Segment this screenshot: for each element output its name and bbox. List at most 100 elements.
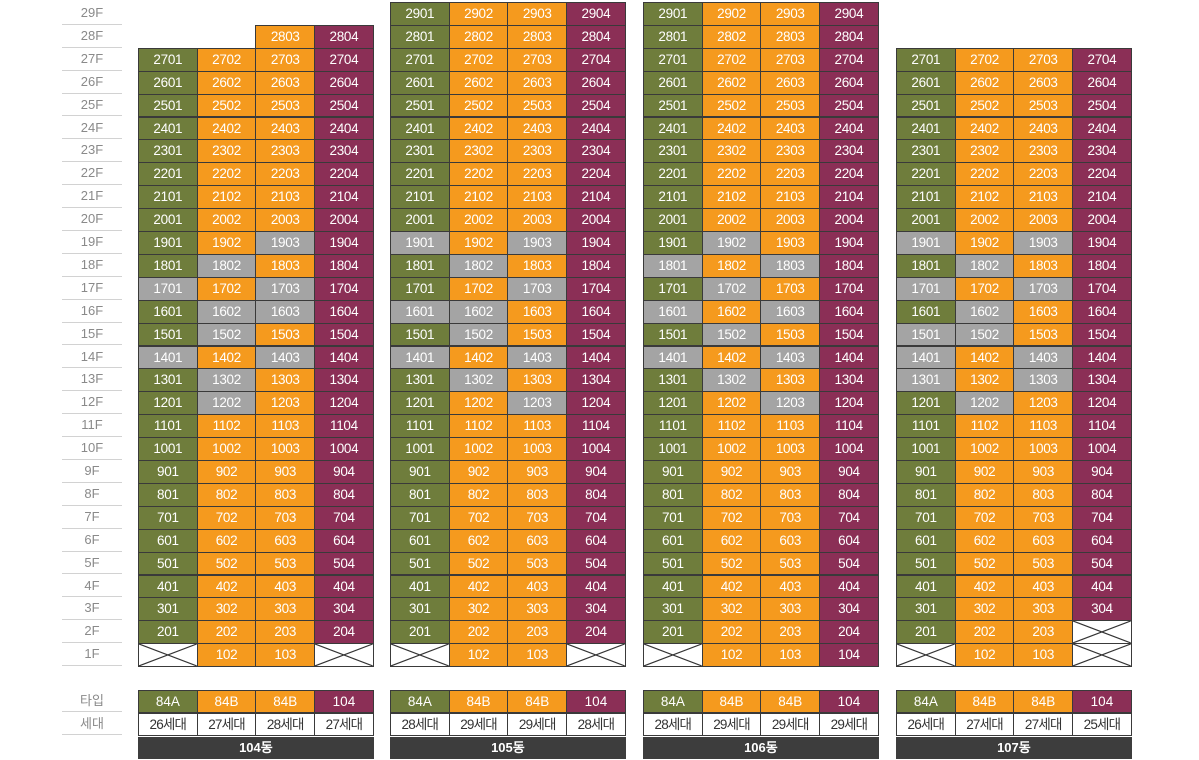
unit-cell-107-303: 303 — [1013, 597, 1074, 622]
unit-cell-107-2202: 2202 — [954, 162, 1015, 187]
unit-cell-104-1602: 1602 — [196, 299, 257, 324]
unit-cell-106-302: 302 — [701, 597, 762, 622]
unit-cell-104-2404: 2404 — [314, 116, 374, 141]
unit-cell-107-1001: 1001 — [896, 437, 956, 461]
unit-cell-105-302: 302 — [448, 597, 509, 622]
unit-cell-107-203: 203 — [1013, 620, 1074, 645]
unit-cell-107-2402: 2402 — [954, 116, 1015, 141]
unit-cell-105-1204: 1204 — [566, 391, 626, 416]
unit-cell-106-602: 602 — [701, 528, 762, 553]
unit-cell-107-903: 903 — [1013, 460, 1074, 484]
unit-cell-106-2203: 2203 — [760, 162, 821, 187]
unit-cell-105-2803: 2803 — [507, 24, 568, 49]
unit-cell-107-1404: 1404 — [1072, 345, 1132, 370]
unit-cell-104-201: 201 — [138, 620, 198, 645]
building-name-label: 104동 — [138, 737, 374, 759]
unit-cell-105-501: 501 — [390, 551, 450, 576]
unit-cell-107-1101: 1101 — [896, 414, 956, 439]
building-name-label: 107동 — [896, 737, 1132, 759]
unit-cell-104-2501: 2501 — [138, 93, 198, 118]
unit-cell-106-1704: 1704 — [819, 276, 879, 301]
unit-cell-104-1403: 1403 — [255, 345, 316, 370]
unit-cell-104-2203: 2203 — [255, 162, 316, 187]
unit-cell-106-203: 203 — [760, 620, 821, 645]
unit-cell-104-2103: 2103 — [255, 185, 316, 210]
floor-label-5f: 5F — [62, 552, 122, 575]
unit-cell-106-2903: 2903 — [760, 2, 821, 26]
unit-cell-104-203: 203 — [255, 620, 316, 645]
unit-cell-105-2901: 2901 — [390, 2, 450, 26]
unit-cell-104-1804: 1804 — [314, 253, 374, 278]
unit-cell-104-2201: 2201 — [138, 162, 198, 187]
unit-cell-105-1603: 1603 — [507, 299, 568, 324]
unit-cell-107-2302: 2302 — [954, 139, 1015, 164]
unit-cell-104-2401: 2401 — [138, 116, 198, 141]
unit-cell-106-1002: 1002 — [701, 437, 762, 461]
unit-cell-106-1204: 1204 — [819, 391, 879, 416]
empty-unit-cross — [390, 643, 450, 668]
type-cell: 84B — [1013, 690, 1074, 713]
unit-cell-107-2103: 2103 — [1013, 185, 1074, 210]
type-cell: 84B — [448, 690, 509, 713]
unit-cell-105-1103: 1103 — [507, 414, 568, 439]
unit-cell-105-1001: 1001 — [390, 437, 450, 461]
unit-cell-105-2301: 2301 — [390, 139, 450, 164]
unit-cell-106-2502: 2502 — [701, 93, 762, 118]
unit-cell-105-204: 204 — [566, 620, 626, 645]
unit-cell-106-2002: 2002 — [701, 208, 762, 232]
floor-label-13f: 13F — [62, 368, 122, 392]
unit-cell-107-1503: 1503 — [1013, 322, 1074, 347]
unit-cell-105-2104: 2104 — [566, 185, 626, 210]
unit-cell-104-1203: 1203 — [255, 391, 316, 416]
unit-cell-104-404: 404 — [314, 574, 374, 599]
type-cell: 84B — [507, 690, 568, 713]
unit-cell-104-2701: 2701 — [138, 47, 198, 72]
unit-cell-106-502: 502 — [701, 551, 762, 576]
unit-cell-104-1904: 1904 — [314, 231, 374, 255]
unit-cell-105-2903: 2903 — [507, 2, 568, 26]
unit-cell-106-304: 304 — [819, 597, 879, 622]
unit-cell-106-1602: 1602 — [701, 299, 762, 324]
unit-cell-106-501: 501 — [643, 551, 703, 576]
unit-cell-104-2002: 2002 — [196, 208, 257, 232]
unit-cell-107-804: 804 — [1072, 482, 1132, 507]
unit-cell-106-2103: 2103 — [760, 185, 821, 210]
unit-cell-104-402: 402 — [196, 574, 257, 599]
household-count-cell: 29세대 — [701, 713, 762, 736]
unit-cell-104-801: 801 — [138, 482, 198, 507]
unit-cell-105-1703: 1703 — [507, 276, 568, 301]
unit-cell-107-403: 403 — [1013, 574, 1074, 599]
unit-cell-106-1003: 1003 — [760, 437, 821, 461]
unit-cell-104-2301: 2301 — [138, 139, 198, 164]
unit-cell-106-1403: 1403 — [760, 345, 821, 370]
unit-cell-107-1302: 1302 — [954, 368, 1015, 393]
unit-cell-106-2001: 2001 — [643, 208, 703, 232]
unit-cell-105-2802: 2802 — [448, 24, 509, 49]
unit-cell-105-1203: 1203 — [507, 391, 568, 416]
unit-cell-105-1302: 1302 — [448, 368, 509, 393]
unit-cell-104-1201: 1201 — [138, 391, 198, 416]
unit-cell-105-2402: 2402 — [448, 116, 509, 141]
type-row-label: 타입 — [62, 690, 122, 712]
unit-cell-106-703: 703 — [760, 505, 821, 530]
unit-cell-105-2703: 2703 — [507, 47, 568, 72]
building-name-label: 106동 — [643, 737, 879, 759]
count-row-label: 세대 — [62, 713, 122, 735]
unit-cell-106-1803: 1803 — [760, 253, 821, 278]
unit-cell-106-303: 303 — [760, 597, 821, 622]
unit-cell-107-1601: 1601 — [896, 299, 956, 324]
unit-cell-104-1503: 1503 — [255, 322, 316, 347]
household-count-cell: 29세대 — [507, 713, 568, 736]
type-cell: 104 — [1072, 690, 1132, 713]
unit-cell-104-1304: 1304 — [314, 368, 374, 393]
unit-cell-106-2703: 2703 — [760, 47, 821, 72]
unit-cell-104-202: 202 — [196, 620, 257, 645]
unit-cell-105-1104: 1104 — [566, 414, 626, 439]
unit-cell-105-703: 703 — [507, 505, 568, 530]
unit-cell-105-2501: 2501 — [390, 93, 450, 118]
unit-cell-106-803: 803 — [760, 482, 821, 507]
unit-cell-105-1501: 1501 — [390, 322, 450, 347]
unit-cell-105-2101: 2101 — [390, 185, 450, 210]
unit-cell-104-603: 603 — [255, 528, 316, 553]
unit-cell-106-1603: 1603 — [760, 299, 821, 324]
